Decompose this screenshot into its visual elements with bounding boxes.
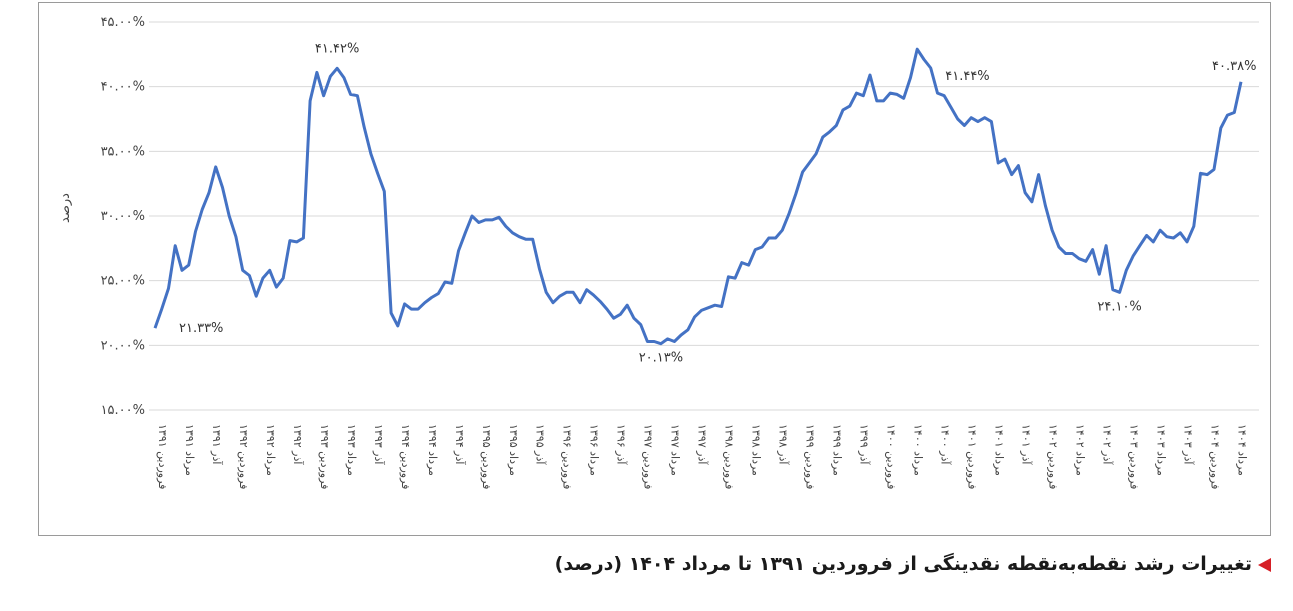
chart-frame: ۱۵.۰۰% ۲۰.۰۰% ۲۵.۰۰% ۳۰.۰۰% ۳۵.۰۰% ۴۰.۰۰% ۴۵.۰… [38, 2, 1271, 536]
y-axis-ticks: ۱۵.۰۰% ۲۰.۰۰% ۲۵.۰۰% ۳۰.۰۰% ۳۵.۰۰% ۴۰.۰۰% ۴۵.۰… [101, 15, 145, 418]
series-line [153, 47, 1243, 346]
gridlines [149, 21, 1259, 411]
x-tick-label: مرداد ۱۳۹۱ [183, 424, 196, 476]
y-tick-label: ۱۵.۰۰% [101, 403, 145, 418]
x-tick-label: فروردین ۱۴۰۲ [1046, 424, 1059, 489]
x-tick-label: فروردین ۱۳۹۸ [723, 424, 736, 489]
x-tick-label: آذر ۱۳۹۷ [696, 424, 710, 465]
x-tick-label: آذر ۱۴۰۳ [1181, 424, 1195, 465]
x-tick-label: آذر ۱۳۹۳ [372, 424, 386, 465]
x-tick-label: مرداد ۱۳۹۹ [831, 424, 844, 476]
x-tick-label: فروردین ۱۴۰۱ [965, 424, 978, 489]
x-tick-label: آذر ۱۳۹۴ [453, 424, 467, 465]
data-label: ۴۱.۴۴% [945, 69, 989, 84]
data-labels: ۲۱.۳۳% ۴۱.۴۲% ۲۰.۱۳% ۴۱.۴۴% ۲۴.۱۰% ۴۰.۳۸% [179, 41, 1256, 365]
caption-text: تغییرات رشد نقطه‌به‌نقطه نقدینگی از فرور… [554, 553, 1252, 575]
x-axis-ticks: فروردین ۱۳۹۱ مرداد ۱۳۹۱ آذر ۱۳۹۱ فروردین ۱۳… [156, 424, 1248, 489]
x-tick-label: مرداد ۱۴۰۳ [1154, 424, 1167, 476]
x-tick-label: آذر ۱۳۹۹ [858, 424, 872, 465]
data-label: ۲۴.۱۰% [1097, 299, 1141, 314]
data-label: ۴۰.۳۸% [1212, 59, 1256, 74]
x-tick-label: فروردین ۱۳۹۴ [399, 424, 412, 489]
x-tick-label: فروردین ۱۳۹۲ [237, 424, 250, 489]
x-tick-label: آذر ۱۴۰۰ [938, 424, 952, 465]
x-tick-label: مرداد ۱۳۹۶ [588, 424, 601, 476]
x-tick-label: آذر ۱۴۰۲ [1100, 424, 1114, 465]
x-tick-label: آذر ۱۳۹۸ [777, 424, 791, 465]
x-tick-label: فروردین ۱۳۹۹ [804, 424, 817, 489]
y-tick-label: ۲۰.۰۰% [101, 338, 145, 353]
x-tick-label: آذر ۱۳۹۲ [291, 424, 305, 465]
x-tick-label: فروردین ۱۳۹۷ [642, 424, 655, 489]
y-tick-label: ۴۵.۰۰% [101, 15, 145, 30]
x-tick-label: مرداد ۱۴۰۲ [1073, 424, 1086, 476]
data-label: ۴۱.۴۲% [315, 41, 359, 56]
x-tick-label: فروردین ۱۳۹۱ [156, 424, 169, 489]
line-chart: ۱۵.۰۰% ۲۰.۰۰% ۲۵.۰۰% ۳۰.۰۰% ۳۵.۰۰% ۴۰.۰۰% ۴۵.۰… [58, 15, 1259, 489]
y-tick-label: ۳۵.۰۰% [101, 144, 145, 159]
y-tick-label: ۳۰.۰۰% [101, 209, 145, 224]
x-tick-label: مرداد ۱۴۰۴ [1235, 424, 1248, 476]
caption-triangle-icon [1258, 557, 1271, 572]
x-tick-label: فروردین ۱۴۰۴ [1208, 424, 1221, 489]
x-tick-label: مرداد ۱۳۹۴ [426, 424, 439, 476]
y-tick-label: ۴۰.۰۰% [101, 80, 145, 95]
x-tick-label: فروردین ۱۳۹۶ [561, 424, 574, 489]
x-tick-label: فروردین ۱۴۰۳ [1127, 424, 1140, 489]
x-tick-label: آذر ۱۴۰۱ [1019, 424, 1033, 465]
x-tick-label: مرداد ۱۳۹۷ [669, 424, 682, 476]
x-tick-label: آذر ۱۳۹۶ [615, 424, 629, 465]
x-tick-label: مرداد ۱۳۹۵ [507, 424, 520, 476]
x-tick-label: آذر ۱۳۹۵ [534, 424, 548, 465]
x-tick-label: فروردین ۱۴۰۰ [884, 424, 897, 489]
x-tick-label: مرداد ۱۳۹۳ [345, 424, 358, 476]
data-label: ۲۰.۱۳% [639, 351, 683, 366]
y-tick-label: ۲۵.۰۰% [101, 274, 145, 289]
x-tick-label: مرداد ۱۴۰۰ [911, 424, 924, 476]
figure-caption: تغییرات رشد نقطه‌به‌نقطه نقدینگی از فرور… [555, 553, 1271, 575]
x-tick-label: آذر ۱۳۹۱ [210, 424, 224, 465]
y-axis-label: درصد [58, 193, 73, 223]
series-layer [153, 47, 1243, 346]
x-tick-label: مرداد ۱۴۰۱ [992, 424, 1005, 476]
x-tick-label: فروردین ۱۳۹۳ [318, 424, 331, 489]
x-tick-label: فروردین ۱۳۹۵ [480, 424, 493, 489]
x-tick-label: مرداد ۱۳۹۲ [264, 424, 277, 476]
x-tick-label: مرداد ۱۳۹۸ [750, 424, 763, 476]
data-label: ۲۱.۳۳% [179, 321, 223, 336]
